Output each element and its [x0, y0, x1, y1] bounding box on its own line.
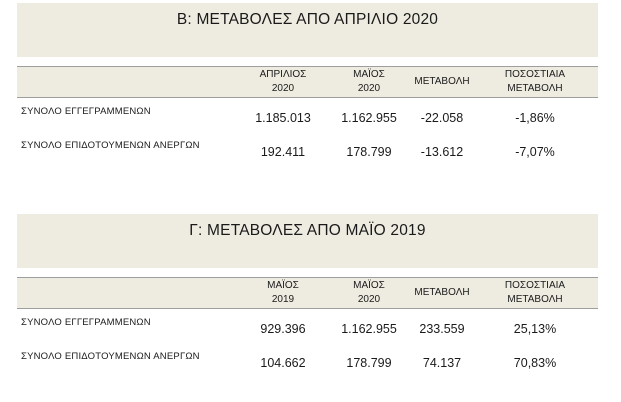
header-col-4-line1: ΠΟΣΟΣΤΙΑΙΑ [504, 280, 566, 291]
table-row: ΣΥΝΟΛΟ ΕΓΓΕΓΡΑΜΜΕΝΩΝ 929.396 1.162.955 2… [17, 310, 598, 344]
section-b-header-row: ΑΠΡΙΛΙΟΣ 2020 ΜΑΪΟΣ 2020 ΜΕΤΑΒΟΛΗ ΠΟΣΟΣΤ… [17, 66, 598, 98]
table-row: ΣΥΝΟΛΟ ΕΓΓΕΓΡΑΜΜΕΝΩΝ 1.185.013 1.162.955… [17, 99, 598, 133]
header-col-2-line2: 2020 [357, 294, 381, 305]
header-col-2-line2: 2020 [357, 83, 381, 94]
cell-value: 74.137 [422, 356, 462, 370]
cell-value: -1,86% [515, 111, 555, 125]
section-c-title: Γ: ΜΕΤΑΒΟΛΕΣ ΑΠΟ ΜΑΪΟ 2019 [17, 214, 598, 268]
header-col-2-line1: ΜΑΪΟΣ [353, 280, 385, 291]
header-col-4: ΠΟΣΟΣΤΙΑΙΑ ΜΕΤΑΒΟΛΗ [489, 68, 581, 96]
cell-value: 929.396 [260, 322, 306, 336]
section-b-title: Β: ΜΕΤΑΒΟΛΕΣ ΑΠΟ ΑΠΡΙΛΙΟ 2020 [17, 3, 598, 57]
section-b-table: Β: ΜΕΤΑΒΟΛΕΣ ΑΠΟ ΑΠΡΙΛΙΟ 2020 ΑΠΡΙΛΙΟΣ 2… [17, 3, 598, 167]
header-col-1-line1: ΜΑΪΟΣ [267, 280, 299, 291]
row-label: ΣΥΝΟΛΟ ΕΓΓΕΓΡΑΜΜΕΝΩΝ [21, 106, 151, 117]
cell-value: 25,13% [513, 322, 557, 336]
header-col-4-line1: ΠΟΣΟΣΤΙΑΙΑ [504, 69, 566, 80]
section-c-table: Γ: ΜΕΤΑΒΟΛΕΣ ΑΠΟ ΜΑΪΟ 2019 ΜΑΪΟΣ 2019 ΜΑ… [17, 214, 598, 378]
cell-value: 233.559 [419, 322, 465, 336]
header-col-1: ΑΠΡΙΛΙΟΣ 2020 [245, 68, 321, 96]
cell-value: 1.162.955 [341, 322, 397, 336]
header-col-4-line2: ΜΕΤΑΒΟΛΗ [507, 294, 563, 305]
header-col-4: ΠΟΣΟΣΤΙΑΙΑ ΜΕΤΑΒΟΛΗ [489, 279, 581, 307]
cell-value: -7,07% [515, 145, 555, 159]
cell-value: 192.411 [260, 145, 306, 159]
header-col-2: ΜΑΪΟΣ 2020 [331, 279, 407, 307]
header-col-2-line1: ΜΑΪΟΣ [353, 69, 385, 80]
cell-value: 1.162.955 [341, 111, 397, 125]
header-col-3: ΜΕΤΑΒΟΛΗ [414, 287, 470, 298]
header-col-1: ΜΑΪΟΣ 2019 [245, 279, 321, 307]
header-col-2: ΜΑΪΟΣ 2020 [331, 68, 407, 96]
cell-value: -22.058 [420, 111, 464, 125]
header-col-1-line2: 2020 [271, 83, 295, 94]
cell-value: 104.662 [260, 356, 306, 370]
cell-value: 178.799 [346, 145, 392, 159]
section-c-header-row: ΜΑΪΟΣ 2019 ΜΑΪΟΣ 2020 ΜΕΤΑΒΟΛΗ ΠΟΣΟΣΤΙΑΙ… [17, 277, 598, 309]
table-row: ΣΥΝΟΛΟ ΕΠΙΔΟΤΟΥΜΕΝΩΝ ΑΝΕΡΓΩΝ 192.411 178… [17, 133, 598, 167]
table-row: ΣΥΝΟΛΟ ΕΠΙΔΟΤΟΥΜΕΝΩΝ ΑΝΕΡΓΩΝ 104.662 178… [17, 344, 598, 378]
cell-value: 70,83% [513, 356, 557, 370]
row-label: ΣΥΝΟΛΟ ΕΠΙΔΟΤΟΥΜΕΝΩΝ ΑΝΕΡΓΩΝ [21, 140, 200, 151]
row-label: ΣΥΝΟΛΟ ΕΓΓΕΓΡΑΜΜΕΝΩΝ [21, 317, 151, 328]
header-col-1-line2: 2019 [271, 294, 295, 305]
header-col-1-line1: ΑΠΡΙΛΙΟΣ [259, 69, 307, 80]
header-col-4-line2: ΜΕΤΑΒΟΛΗ [507, 83, 563, 94]
row-label: ΣΥΝΟΛΟ ΕΠΙΔΟΤΟΥΜΕΝΩΝ ΑΝΕΡΓΩΝ [21, 351, 200, 362]
header-col-3: ΜΕΤΑΒΟΛΗ [414, 76, 470, 87]
cell-value: 178.799 [346, 356, 392, 370]
cell-value: -13.612 [420, 145, 464, 159]
cell-value: 1.185.013 [255, 111, 311, 125]
